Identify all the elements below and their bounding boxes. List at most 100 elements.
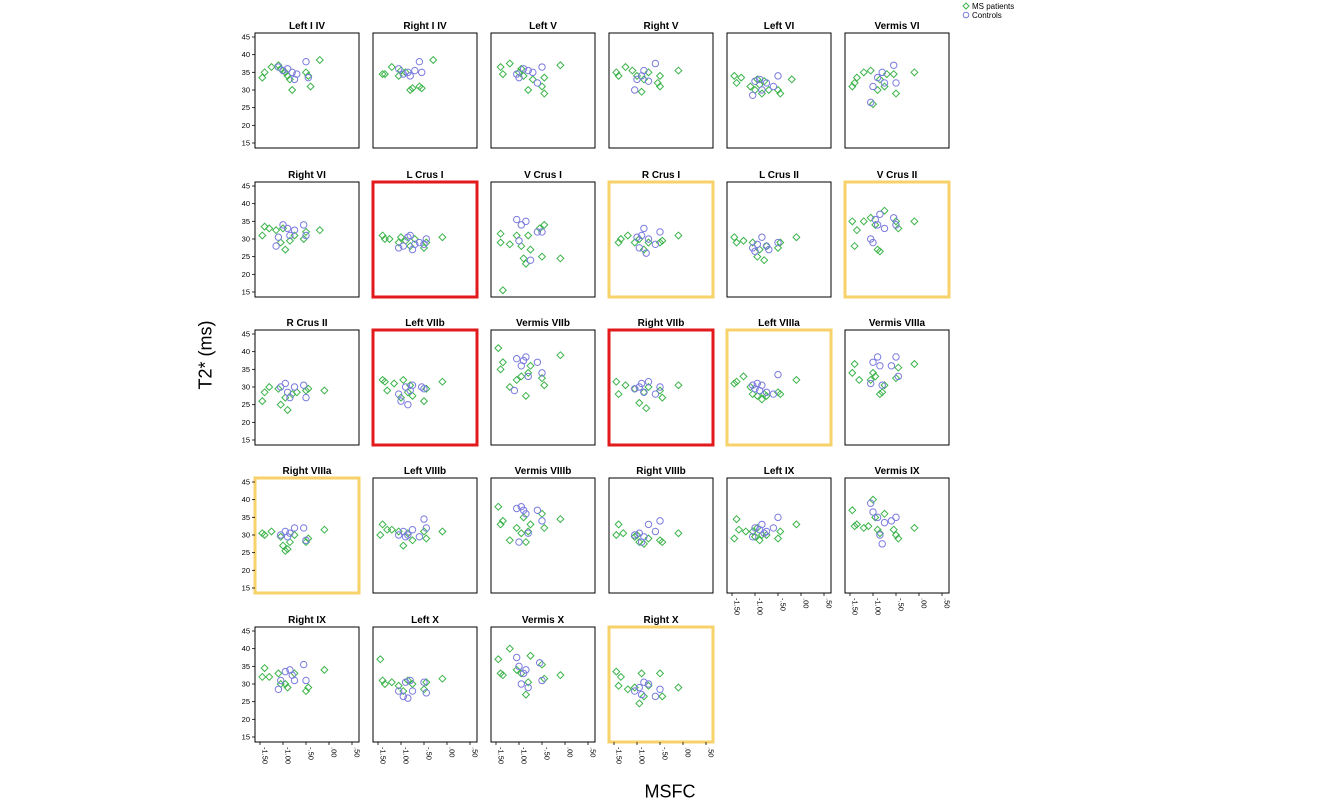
- x-tick-label: -1.50: [497, 747, 506, 764]
- y-tick-label: 45: [242, 478, 250, 487]
- ms-patient-point: [623, 231, 632, 240]
- panel-frame: [490, 181, 596, 298]
- ms-patient-point: [258, 672, 267, 682]
- y-tick-label: 45: [242, 33, 250, 42]
- panel-frame: [843, 180, 951, 299]
- ms-patient-point: [614, 681, 623, 690]
- control-point: [395, 687, 403, 695]
- control-point: [513, 215, 521, 224]
- ms-patient-point: [746, 382, 755, 392]
- ms-patient-point: [526, 361, 535, 370]
- panel-title: V Crus II: [877, 170, 918, 181]
- panel-title: Right V: [644, 21, 679, 32]
- panel-frame: [254, 32, 360, 149]
- ms-patient-point: [868, 100, 878, 109]
- control-point: [751, 385, 759, 393]
- ms-patient-point: [498, 671, 508, 680]
- control-point: [277, 383, 285, 391]
- ms-patient-point: [750, 532, 760, 541]
- ms-patient-point: [776, 389, 785, 399]
- ms-patient-point: [612, 377, 621, 386]
- ms-patient-point: [422, 678, 431, 687]
- x-tick-label: -.50: [307, 747, 316, 760]
- x-tick-label: .50: [353, 747, 362, 757]
- control-point: [536, 659, 544, 667]
- ms-patient-point: [621, 381, 630, 390]
- ms-patient-point: [894, 224, 903, 233]
- ms-patient-point: [653, 78, 662, 88]
- ms-patient-point: [674, 683, 683, 692]
- control-point: [513, 70, 521, 78]
- ms-patient-point: [524, 678, 533, 687]
- y-tick-label: 25: [242, 548, 250, 557]
- control-point: [774, 513, 782, 522]
- x-tick-label: -1.50: [733, 598, 742, 615]
- ms-patient-point: [730, 233, 739, 242]
- ms-patient-point: [258, 231, 267, 240]
- control-point: [510, 386, 519, 395]
- x-tick-label: -.50: [661, 747, 670, 760]
- y-tick-label: 30: [242, 531, 250, 540]
- control-point: [651, 692, 660, 701]
- ms-patient-point: [417, 84, 426, 93]
- control-point: [420, 678, 428, 686]
- x-tick-label: -1.00: [402, 747, 411, 764]
- ms-patient-point: [658, 236, 667, 245]
- control-point: [277, 531, 285, 539]
- y-tick-label: 35: [242, 68, 250, 77]
- control-point: [274, 63, 283, 71]
- control-point: [538, 228, 546, 236]
- ms-patient-point: [848, 82, 857, 91]
- ms-patient-point: [642, 404, 651, 413]
- panel-right-viib: Right VIIb: [607, 318, 715, 447]
- panel-title: Left X: [411, 615, 439, 626]
- panel-title: Left V: [529, 21, 557, 32]
- ms-patient-point: [655, 669, 665, 678]
- ms-patient-point: [315, 55, 324, 65]
- ms-patient-point: [498, 358, 508, 367]
- y-tick-label: 20: [242, 418, 250, 427]
- control-point: [286, 529, 294, 537]
- control-point: [302, 393, 310, 402]
- ms-patient-point: [505, 240, 514, 249]
- ms-patient-point: [283, 405, 292, 415]
- control-point: [408, 381, 417, 389]
- ms-patient-point: [521, 690, 531, 699]
- y-tick-label: 45: [242, 627, 250, 636]
- ms-patient-point: [505, 644, 514, 653]
- ms-patient-point: [792, 520, 801, 529]
- panel-frame: [726, 32, 832, 149]
- control-point: [880, 224, 889, 233]
- ms-patient-point: [258, 73, 267, 82]
- control-point: [651, 59, 660, 68]
- ms-patient-point: [776, 89, 785, 98]
- x-axis-label: MSFC: [644, 781, 696, 802]
- control-point: [651, 240, 660, 248]
- ms-patient-point: [755, 245, 764, 254]
- ms-patient-point: [505, 536, 514, 545]
- control-point: [395, 390, 403, 398]
- panel-v-crus-ii: V Crus II: [843, 170, 951, 299]
- y-tick-label: 15: [242, 584, 250, 593]
- ms-patient-point: [521, 537, 531, 547]
- ms-patient-point: [540, 73, 549, 82]
- ms-patient-point: [866, 375, 875, 385]
- control-point: [640, 533, 648, 541]
- panel-vermis-ix: Vermis IX -1.50 -1.00 -.50 .00 .50: [844, 466, 952, 615]
- ms-patient-point: [639, 75, 649, 84]
- ms-patient-point: [852, 520, 862, 529]
- ms-patient-point: [556, 254, 565, 263]
- control-point: [762, 527, 771, 536]
- panel-title: Right VIIIb: [636, 466, 685, 477]
- control-point: [769, 390, 778, 398]
- control-point: [533, 358, 542, 366]
- ms-patient-point: [301, 686, 311, 696]
- control-point: [404, 233, 412, 241]
- control-point: [513, 504, 521, 513]
- panel-vermis-viiib: Vermis VIIIb: [490, 466, 596, 594]
- x-tick-label: -1.50: [379, 747, 388, 764]
- ms-patient-point: [519, 254, 528, 263]
- control-point: [300, 524, 308, 532]
- control-point: [302, 231, 310, 240]
